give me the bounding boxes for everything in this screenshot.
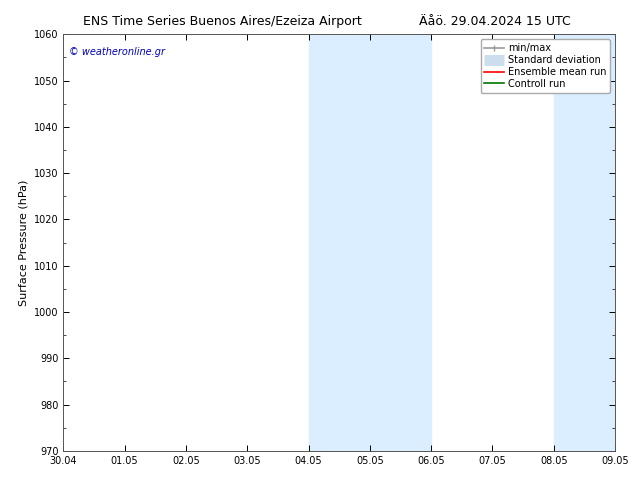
Text: © weatheronline.gr: © weatheronline.gr <box>69 47 165 57</box>
Text: ENS Time Series Buenos Aires/Ezeiza Airport: ENS Time Series Buenos Aires/Ezeiza Airp… <box>82 15 361 28</box>
Bar <box>309 34 431 451</box>
Legend: min/max, Standard deviation, Ensemble mean run, Controll run: min/max, Standard deviation, Ensemble me… <box>481 39 610 93</box>
Text: Äåö. 29.04.2024 15 UTC: Äåö. 29.04.2024 15 UTC <box>418 15 571 28</box>
Bar <box>553 34 615 451</box>
Y-axis label: Surface Pressure (hPa): Surface Pressure (hPa) <box>18 179 29 306</box>
